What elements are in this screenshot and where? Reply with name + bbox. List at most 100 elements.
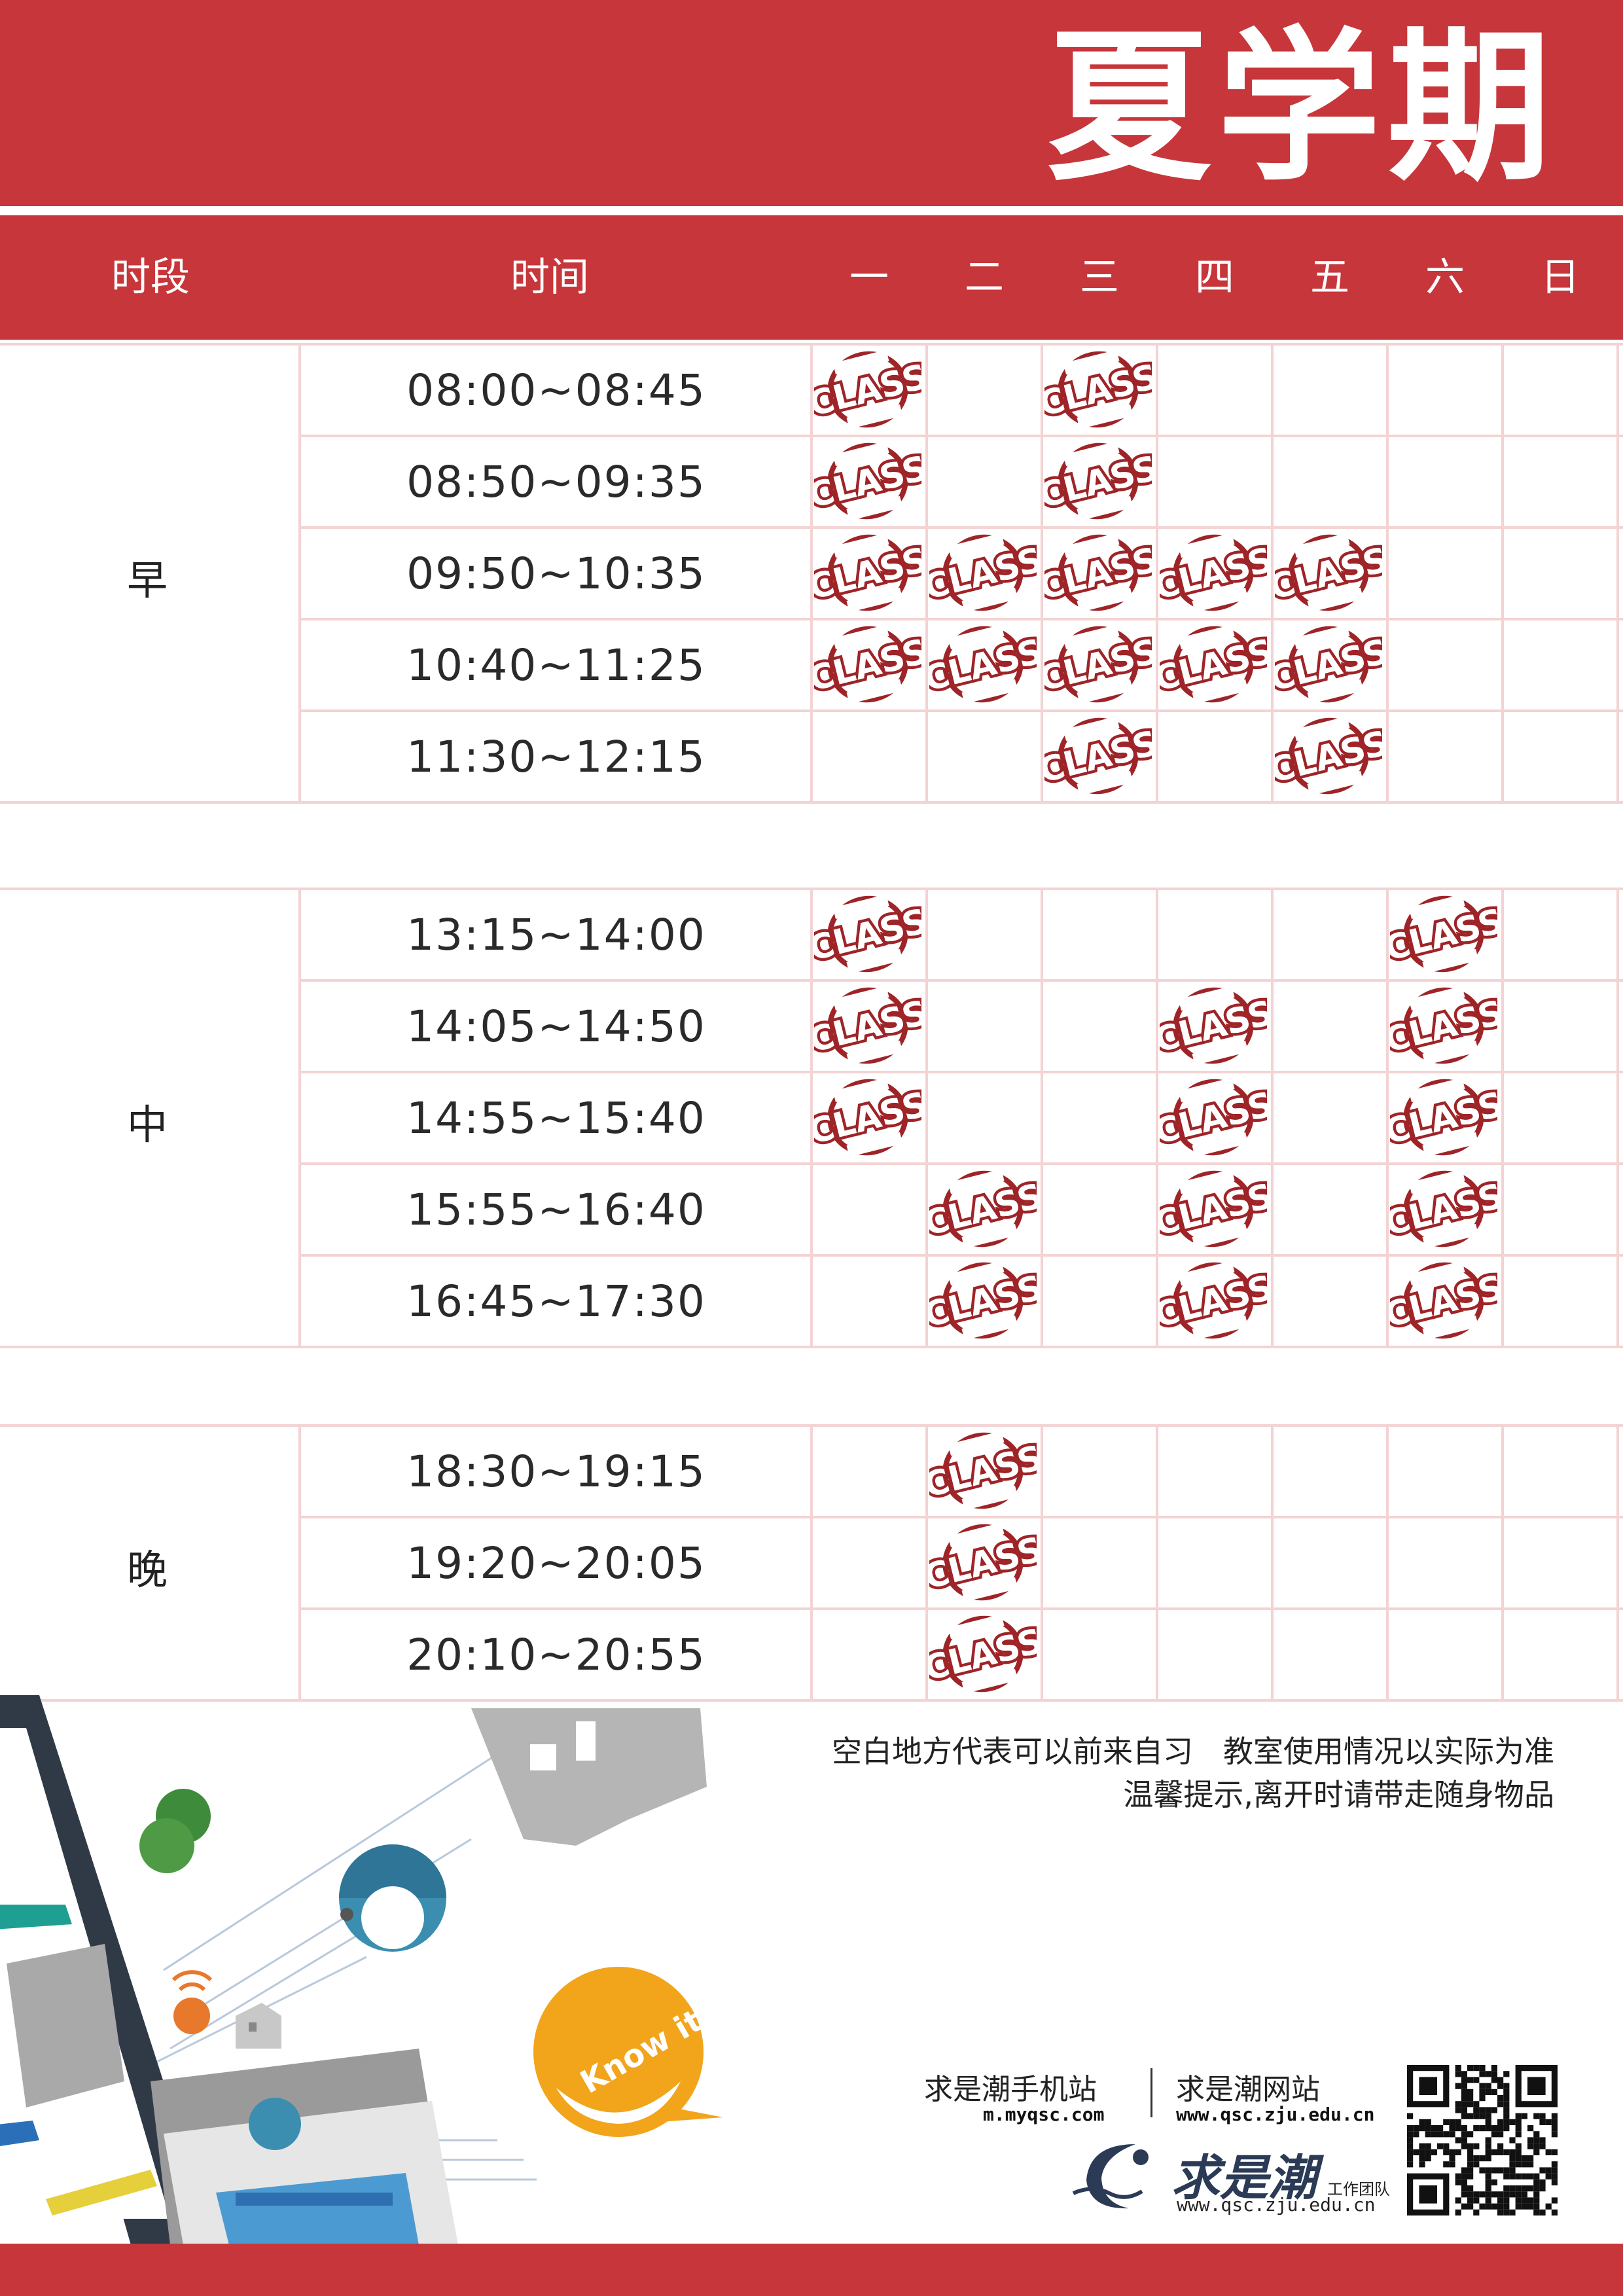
header-day-4: 四	[1195, 255, 1234, 300]
column-divider	[1271, 1426, 1274, 1700]
period-label: 晚	[126, 1546, 168, 1594]
time-slot: 20:10~20:55	[406, 1630, 706, 1680]
class-stamp-icon: CLASS CLASS	[802, 622, 935, 707]
time-slot: 10:40~11:25	[406, 640, 706, 691]
row-divider	[301, 979, 1623, 982]
class-stamp-icon: CLASS CLASS	[1147, 622, 1280, 707]
column-divider	[810, 889, 813, 1347]
row-divider	[301, 526, 1623, 529]
column-divider	[1616, 344, 1619, 802]
section-border	[0, 1699, 1623, 1702]
class-stamp-icon: CLASS CLASS	[1378, 1258, 1510, 1343]
house-icon	[236, 2003, 281, 2049]
small-avatar-icon	[249, 2098, 301, 2150]
qsc-logo-text: 求是潮	[1171, 2150, 1317, 2206]
qsc-logo-subtitle: 工作团队	[1327, 2180, 1390, 2198]
column-divider	[1386, 1426, 1389, 1700]
column-divider	[1386, 344, 1389, 802]
column-divider	[810, 344, 813, 802]
class-stamp-icon: CLASS CLASS	[1032, 530, 1165, 615]
column-divider	[1156, 889, 1158, 1347]
column-divider	[1041, 889, 1043, 1347]
footer-divider	[1150, 2068, 1152, 2117]
class-stamp-icon: CLASS CLASS	[1032, 347, 1165, 432]
class-stamp-icon: CLASS CLASS	[1032, 439, 1165, 524]
header-period: 时段	[111, 255, 190, 300]
mobile-site-url[interactable]: m.myqsc.com	[983, 2104, 1105, 2125]
class-stamp-icon: CLASS CLASS	[1147, 1075, 1280, 1160]
column-divider	[1271, 344, 1274, 802]
class-stamp-icon: CLASS CLASS	[1262, 530, 1395, 615]
web-site-url[interactable]: www.qsc.zju.edu.cn	[1176, 2104, 1375, 2125]
qsc-logo-url: www.qsc.zju.edu.cn	[1177, 2194, 1376, 2215]
class-stamp-icon: CLASS CLASS	[917, 530, 1050, 615]
page-title: 夏学期	[1047, 12, 1558, 203]
class-stamp-icon: CLASS CLASS	[802, 347, 935, 432]
time-slot: 15:55~16:40	[406, 1185, 706, 1235]
time-slot: 14:55~15:40	[406, 1093, 706, 1143]
column-divider	[1041, 1426, 1043, 1700]
time-slot: 11:30~12:15	[406, 732, 706, 782]
header-day-6: 六	[1425, 255, 1465, 300]
column-divider	[1156, 344, 1158, 802]
web-site-label: 求是潮网站	[1176, 2073, 1320, 2106]
class-stamp-icon: CLASS CLASS	[917, 622, 1050, 707]
header-day-7: 日	[1541, 255, 1580, 300]
column-divider	[1386, 889, 1389, 1347]
header-day-1: 一	[849, 255, 889, 300]
time-slot: 16:45~17:30	[406, 1276, 706, 1327]
column-divider	[925, 1426, 928, 1700]
class-stamp-icon: CLASS CLASS	[1032, 713, 1165, 798]
class-stamp-icon: CLASS CLASS	[917, 1611, 1050, 1696]
column-divider	[1616, 1426, 1619, 1700]
row-divider	[301, 1162, 1623, 1165]
class-stamp-icon: CLASS CLASS	[802, 983, 935, 1068]
class-stamp-icon: CLASS CLASS	[802, 891, 935, 977]
class-stamp-icon: CLASS CLASS	[1378, 1075, 1510, 1160]
header-day-2: 二	[965, 255, 1004, 300]
row-divider	[301, 1071, 1623, 1073]
header-day-3: 三	[1080, 255, 1119, 300]
class-stamp-icon: CLASS CLASS	[1147, 1166, 1280, 1251]
column-divider	[298, 1426, 301, 1700]
class-stamp-icon: CLASS CLASS	[802, 530, 935, 615]
class-stamp-icon: CLASS CLASS	[1032, 622, 1165, 707]
class-stamp-icon: CLASS CLASS	[1262, 713, 1395, 798]
section-border	[0, 1346, 1623, 1348]
row-divider	[301, 1607, 1623, 1610]
avatar-icon	[339, 1844, 446, 1952]
section-border	[0, 801, 1623, 804]
time-slot: 14:05~14:50	[406, 1001, 706, 1052]
class-stamp-icon: CLASS CLASS	[1262, 622, 1395, 707]
time-slot: 09:50~10:35	[406, 548, 706, 599]
column-divider	[810, 1426, 813, 1700]
bottom-banner	[0, 2244, 1623, 2296]
title-banner	[0, 0, 1623, 206]
class-stamp-icon: CLASS CLASS	[917, 1258, 1050, 1343]
note-line-2: 温馨提示,离开时请带走随身物品	[1123, 1777, 1554, 1812]
class-stamp-icon: CLASS CLASS	[917, 1166, 1050, 1251]
building-icon	[471, 1708, 707, 1846]
qr-code-icon[interactable]	[1407, 2065, 1558, 2215]
class-stamp-icon: CLASS CLASS	[1147, 983, 1280, 1068]
column-divider	[925, 889, 928, 1347]
header-day-5: 五	[1310, 255, 1349, 300]
column-divider	[1271, 889, 1274, 1347]
column-divider	[298, 344, 301, 802]
column-divider	[925, 344, 928, 802]
column-divider	[1616, 889, 1619, 1347]
column-divider	[1501, 344, 1504, 802]
time-slot: 08:50~09:35	[406, 457, 706, 507]
time-slot: 13:15~14:00	[406, 910, 706, 960]
class-stamp-icon: CLASS CLASS	[1378, 983, 1510, 1068]
column-divider	[1501, 889, 1504, 1347]
row-divider	[301, 435, 1623, 437]
column-divider	[298, 889, 301, 1347]
class-stamp-icon: CLASS CLASS	[917, 1520, 1050, 1605]
class-stamp-icon: CLASS CLASS	[1147, 530, 1280, 615]
class-stamp-icon: CLASS CLASS	[1147, 1258, 1280, 1343]
class-stamp-icon: CLASS CLASS	[1378, 891, 1510, 977]
time-slot: 08:00~08:45	[406, 365, 706, 416]
row-divider	[301, 618, 1623, 620]
class-stamp-icon: CLASS CLASS	[802, 439, 935, 524]
